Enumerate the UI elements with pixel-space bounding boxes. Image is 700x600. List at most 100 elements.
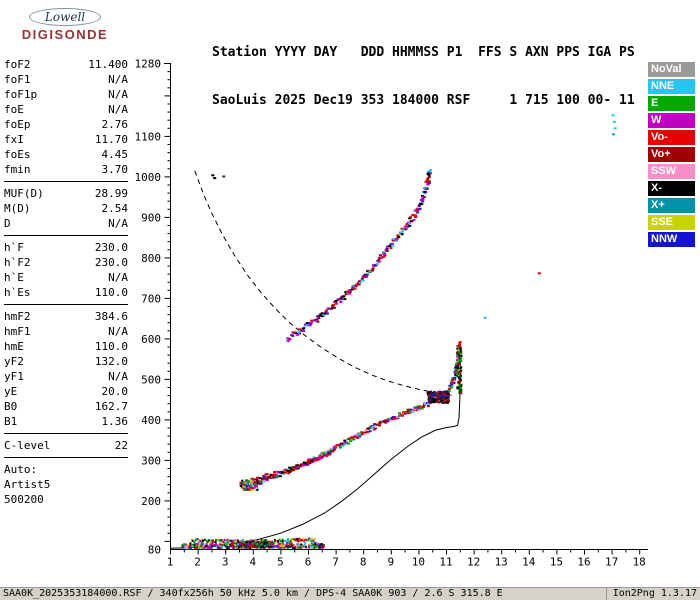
param-value: 230.0 — [94, 256, 128, 269]
param-label: B1 — [4, 415, 18, 428]
param-row-foep: foEp 2.76 — [4, 117, 128, 132]
station-header: Station YYYY DAY DDD HHMMSS P1 FFS S AXN… — [212, 13, 635, 141]
param-row-b1: B1 1.36 — [4, 414, 128, 429]
param-separator — [4, 304, 128, 305]
param-value: 11.70 — [94, 133, 128, 146]
param-label: B0 — [4, 400, 18, 413]
param-row-hmf2: hmF2 384.6 — [4, 309, 128, 324]
param-row-fof2: foF2 11.400 — [4, 57, 128, 72]
logo-digisonde-text: DIGISONDE — [21, 27, 109, 42]
param-separator — [4, 181, 128, 182]
param-row-yf2: yF2 132.0 — [4, 354, 128, 369]
param-value: 3.70 — [101, 163, 129, 176]
param-value: 1.36 — [101, 415, 129, 428]
param-row-fxi: fxI 11.70 — [4, 132, 128, 147]
svg-text:80: 80 — [148, 544, 161, 557]
param-value: N/A — [108, 88, 128, 101]
param-row-he: h`E N/A — [4, 270, 128, 285]
status-file-info: SAA0K_2025353184000.RSF / 340fx256h 50 k… — [3, 588, 503, 599]
param-row-hf2: h`F2 230.0 — [4, 255, 128, 270]
param-separator — [4, 235, 128, 236]
param-row-auto: Auto: — [4, 462, 128, 477]
param-label: hmF2 — [4, 310, 31, 323]
svg-text:11: 11 — [439, 556, 452, 569]
legend-item-w: W — [648, 113, 695, 128]
param-label: fmin — [4, 163, 31, 176]
param-label: Auto: — [4, 463, 38, 476]
param-value: 132.0 — [94, 355, 128, 368]
echo-f-trace-second-hop — [285, 169, 433, 343]
param-label: foE — [4, 103, 24, 116]
header-line-2: SaoLuis 2025 Dec19 353 184000 RSF 1 715 … — [212, 93, 635, 108]
param-label: hmE — [4, 340, 24, 353]
svg-text:10: 10 — [412, 556, 425, 569]
echo-f-trace-first-hop — [242, 344, 462, 491]
svg-text:3: 3 — [222, 556, 229, 569]
param-label: hmF1 — [4, 325, 31, 338]
param-label: h`F2 — [4, 256, 31, 269]
legend-item-x: X+ — [648, 198, 695, 213]
param-separator — [4, 457, 128, 458]
isolated-echo-points — [211, 114, 617, 346]
param-value: 28.99 — [94, 187, 128, 200]
param-value: N/A — [108, 103, 128, 116]
param-panel: foF2 11.400 foF1 N/A foF1p N/A foE N/A foEp 2.76 f… — [4, 57, 128, 507]
param-value: N/A — [108, 73, 128, 86]
svg-text:200: 200 — [141, 495, 161, 508]
param-row-artist5: Artist5 — [4, 477, 128, 492]
param-row-ye: yE 20.0 — [4, 384, 128, 399]
cluster-asymptote-spike — [456, 345, 463, 395]
svg-text:18: 18 — [633, 556, 646, 569]
svg-text:1: 1 — [167, 556, 174, 569]
param-label: yE — [4, 385, 18, 398]
svg-text:600: 600 — [141, 333, 161, 346]
svg-text:13: 13 — [495, 556, 508, 569]
muf-transmission-curve-curve — [194, 170, 452, 396]
param-label: C-level — [4, 439, 51, 452]
param-row-fmin: fmin 3.70 — [4, 162, 128, 177]
svg-text:1000: 1000 — [135, 171, 162, 184]
param-label: foF1 — [4, 73, 31, 86]
param-label: 500200 — [4, 493, 44, 506]
svg-text:15: 15 — [550, 556, 563, 569]
param-label: h`E — [4, 271, 24, 284]
status-app-version: Ion2Png 1.3.17 — [605, 588, 697, 600]
svg-text:800: 800 — [141, 252, 161, 265]
param-value: N/A — [108, 325, 128, 338]
param-row-hes: h`Es 110.0 — [4, 285, 128, 300]
param-row-hf: h`F 230.0 — [4, 240, 128, 255]
status-bar: SAA0K_2025353184000.RSF / 340fx256h 50 k… — [0, 587, 700, 600]
svg-text:1100: 1100 — [135, 130, 162, 143]
param-row-fof1: foF1 N/A — [4, 72, 128, 87]
param-row-fof1p: foF1p N/A — [4, 87, 128, 102]
param-row-d: D N/A — [4, 216, 128, 231]
param-row-hmf1: hmF1 N/A — [4, 324, 128, 339]
param-value: 110.0 — [94, 340, 128, 353]
legend-item-vo: Vo+ — [648, 147, 695, 162]
echo-es-trace — [190, 537, 316, 544]
param-row-500200: 500200 — [4, 492, 128, 507]
param-value: 230.0 — [94, 241, 128, 254]
param-row-yf1: yF1 N/A — [4, 369, 128, 384]
legend-item-nnw: NNW — [648, 232, 695, 247]
param-label: Artist5 — [4, 478, 51, 491]
true-height-profile-curve — [169, 347, 461, 549]
doppler-legend: NoVal NNE E W Vo- Vo+ SSW X- X+ SSE NNW — [648, 62, 695, 249]
svg-text:500: 500 — [141, 373, 161, 386]
lowell-logo-oval: Lowell — [28, 8, 102, 26]
param-value: 384.6 — [94, 310, 128, 323]
param-row-hme: hmE 110.0 — [4, 339, 128, 354]
param-separator — [4, 433, 128, 434]
header-line-1: Station YYYY DAY DDD HHMMSS P1 FFS S AXN… — [212, 45, 635, 60]
svg-text:2: 2 — [194, 556, 201, 569]
svg-text:6: 6 — [305, 556, 312, 569]
legend-item-ssw: SSW — [648, 164, 695, 179]
param-label: foEp — [4, 118, 31, 131]
legend-item-vo: Vo- — [648, 130, 695, 145]
svg-text:8: 8 — [360, 556, 367, 569]
param-value: 110.0 — [94, 286, 128, 299]
param-label: foF1p — [4, 88, 38, 101]
cluster-cusp-cluster — [426, 390, 450, 404]
